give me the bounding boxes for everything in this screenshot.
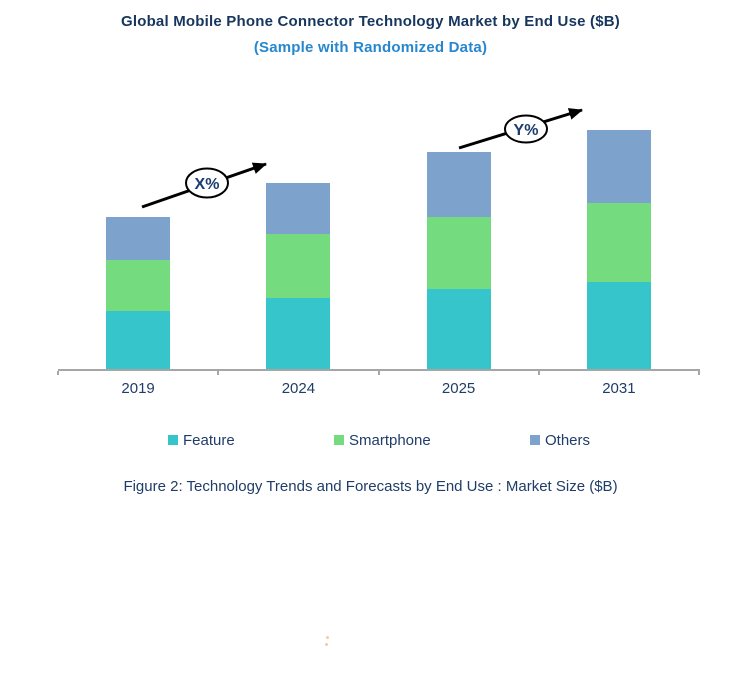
growth-arrow-y <box>458 108 583 150</box>
x-axis-label-2031: 2031 <box>602 380 636 397</box>
growth-bubble-y <box>504 114 548 144</box>
bar-segment-2019-smartphone <box>106 260 171 311</box>
x-axis-tick <box>57 371 59 375</box>
bar-segment-2024-feature <box>266 298 331 370</box>
chart-subtitle: (Sample with Randomized Data) <box>253 39 488 56</box>
bar-segment-2025-smartphone <box>426 217 491 289</box>
x-axis-line <box>58 369 700 371</box>
legend-label: Smartphone <box>348 431 431 449</box>
x-axis-label-2024: 2024 <box>281 380 316 397</box>
bar-segment-2031-feature <box>586 282 651 370</box>
x-axis-tick <box>377 371 380 375</box>
legend-swatch-feature <box>168 435 178 445</box>
growth-label-y: Y% <box>514 122 539 139</box>
bar-segment-2025-others <box>426 152 491 217</box>
x-axis-tick <box>698 371 700 375</box>
bar-segment-2024-others <box>266 183 331 234</box>
legend-item-feature: Feature <box>168 432 235 449</box>
legend-item-others: Others <box>529 431 590 449</box>
bar-segment-2019-others <box>106 217 171 260</box>
legend: Feature Smartphone Others <box>168 431 590 449</box>
bar-segment-2031-smartphone <box>586 203 651 282</box>
artifact-speck <box>326 636 329 639</box>
growth-label-x: X% <box>195 176 220 193</box>
figure-caption: Figure 2: Technology Trends and Forecast… <box>123 478 618 495</box>
legend-swatch-smartphone <box>333 435 344 445</box>
x-axis-tick <box>537 371 540 375</box>
growth-arrow-x <box>141 162 267 209</box>
legend-label: Others <box>544 431 590 449</box>
bar-segment-2025-feature <box>426 289 491 370</box>
artifact-speck <box>325 643 328 646</box>
chart-title: Global Mobile Phone Connector Technology… <box>120 13 621 30</box>
bar-segment-2024-smartphone <box>266 234 331 298</box>
legend-item-smartphone: Smartphone <box>333 431 431 449</box>
legend-swatch-others <box>529 435 540 445</box>
bar-segment-2031-others <box>586 130 651 203</box>
x-axis-label-2019: 2019 <box>121 380 155 397</box>
bar-segment-2019-feature <box>106 311 171 370</box>
growth-bubble-x <box>185 167 229 199</box>
legend-label: Feature <box>183 431 235 449</box>
x-axis-tick <box>217 371 220 375</box>
x-axis-label-2025: 2025 <box>441 380 476 397</box>
